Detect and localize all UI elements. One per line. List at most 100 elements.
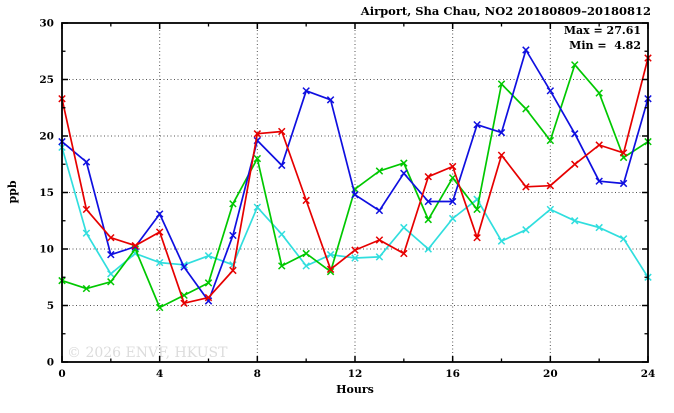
marker [424,197,432,206]
marker [82,158,91,166]
series-line-blue [61,49,649,302]
marker [571,217,579,225]
marker [571,61,579,69]
marker [522,105,530,113]
marker [302,87,310,95]
marker [107,278,115,286]
series-green [58,61,652,312]
marker [326,96,335,104]
marker [302,196,310,205]
marker [375,206,384,215]
x-tick-label: 8 [254,368,261,380]
marker [546,181,555,190]
marker [619,235,628,243]
marker [278,127,286,136]
marker [131,241,139,250]
x-tick-label: 0 [58,368,65,380]
series-blue [58,46,652,305]
marker [546,87,555,95]
marker [595,223,603,232]
marker [155,210,164,218]
marker [229,266,237,275]
marker [448,197,457,206]
marker [351,246,359,254]
marker [619,149,628,157]
marker [497,151,506,159]
marker [326,250,335,259]
marker [204,252,213,260]
y-tick-label: 15 [39,187,54,199]
x-tick-label: 16 [445,368,460,380]
y-axis-label: ppb [6,180,19,203]
marker [229,231,237,240]
marker [497,128,506,137]
marker [375,167,384,175]
marker [546,205,555,214]
y-tick-label: 0 [47,357,54,369]
y-tick-label: 10 [39,244,54,256]
marker [326,267,335,276]
x-tick-label: 24 [641,368,656,380]
marker [302,262,310,270]
marker [473,233,481,242]
marker [424,172,432,181]
marker [180,261,188,269]
marker [473,120,481,129]
y-tick-label: 30 [39,18,54,30]
marker [448,214,457,223]
marker [351,185,359,193]
marker [595,177,603,185]
marker [448,162,457,171]
marker [107,270,115,278]
marker [180,299,188,307]
x-tick-label: 12 [348,368,363,380]
marker [595,89,603,97]
marker [571,130,579,138]
marker [155,303,164,312]
marker [278,262,286,270]
marker [155,258,164,267]
series-red [58,54,652,307]
chart-title: Airport, Sha Chau, NO2 20180809–20180812 [360,4,651,18]
marker [497,80,506,88]
marker [253,203,262,211]
marker [351,191,359,199]
marker [473,205,481,214]
marker [595,141,603,149]
marker [326,265,335,274]
marker [253,130,262,138]
marker [155,228,164,236]
series-line-green [61,63,649,309]
marker [400,249,408,258]
y-tick-label: 25 [39,74,54,86]
marker [351,254,359,262]
marker [82,229,91,237]
marker [204,279,213,287]
marker [302,249,310,258]
marker [522,183,530,191]
marker [107,233,115,242]
marker [619,179,628,188]
y-tick-label: 20 [39,131,54,143]
marker [546,136,555,145]
marker [278,230,286,239]
series-cyan [58,143,652,281]
marker [278,161,286,170]
marker [424,245,432,253]
marker [253,154,262,163]
marker [522,226,530,234]
plot-area [58,22,652,363]
legend-max-label: Max = 27.61 [564,24,641,37]
marker [82,205,91,214]
marker [204,293,213,302]
watermark: © 2026 ENVF, HKUST [67,345,228,361]
marker [229,200,237,208]
marker [400,159,408,167]
marker [448,174,457,182]
marker [571,160,579,168]
marker [82,284,91,293]
x-tick-label: 20 [543,368,558,380]
x-axis-label: Hours [336,383,374,396]
